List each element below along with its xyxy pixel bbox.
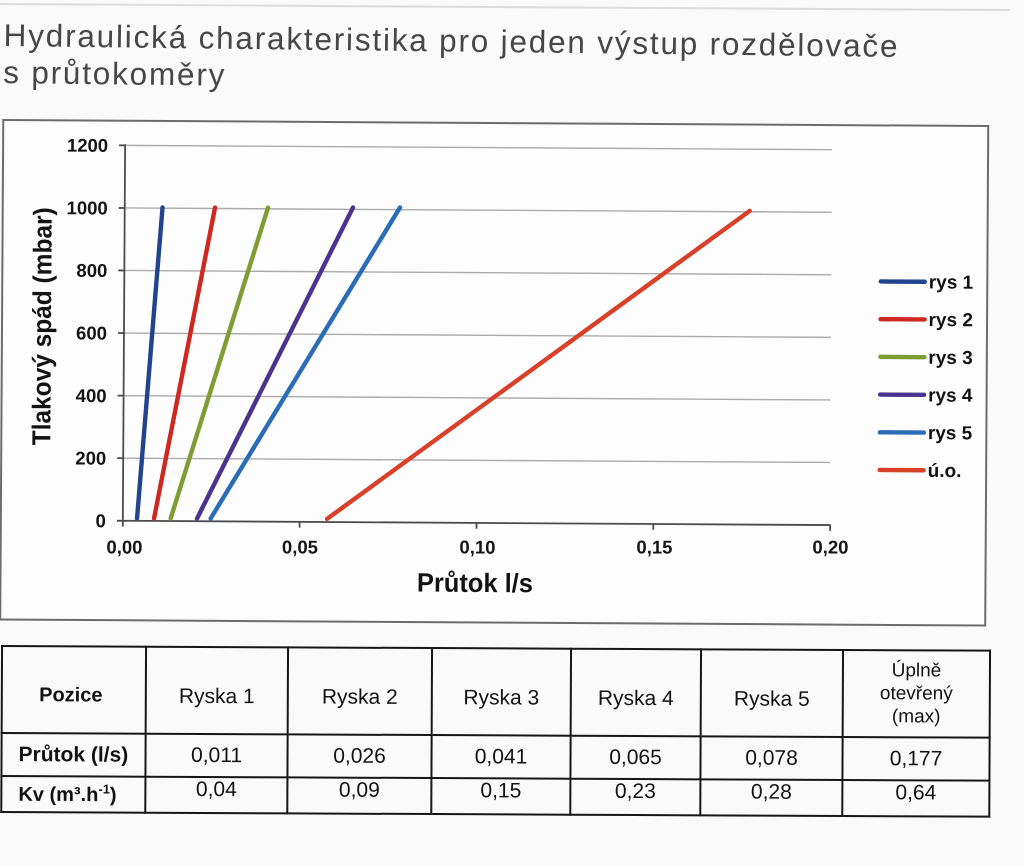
svg-text:200: 200	[75, 447, 106, 468]
svg-text:600: 600	[76, 322, 107, 343]
svg-text:0,20: 0,20	[812, 536, 848, 557]
svg-text:0,15: 0,15	[636, 536, 672, 557]
svg-text:1200: 1200	[67, 135, 108, 156]
svg-text:800: 800	[76, 260, 107, 281]
svg-text:1000: 1000	[67, 197, 108, 218]
svg-text:rys 3: rys 3	[928, 348, 973, 369]
svg-text:rys 4: rys 4	[928, 385, 973, 406]
svg-text:0,00: 0,00	[106, 536, 142, 557]
svg-text:rys 1: rys 1	[929, 272, 974, 293]
svg-text:0,05: 0,05	[282, 536, 318, 557]
svg-text:400: 400	[76, 385, 107, 406]
svg-text:Průtok l/s: Průtok l/s	[417, 568, 533, 599]
svg-text:ú.o.: ú.o.	[928, 461, 962, 482]
svg-text:0,10: 0,10	[459, 536, 495, 557]
svg-text:0: 0	[95, 510, 105, 531]
svg-text:Tlakový spád (mbar): Tlakový spád (mbar)	[26, 207, 57, 445]
svg-text:rys 2: rys 2	[928, 310, 973, 331]
svg-text:rys 5: rys 5	[928, 423, 973, 444]
